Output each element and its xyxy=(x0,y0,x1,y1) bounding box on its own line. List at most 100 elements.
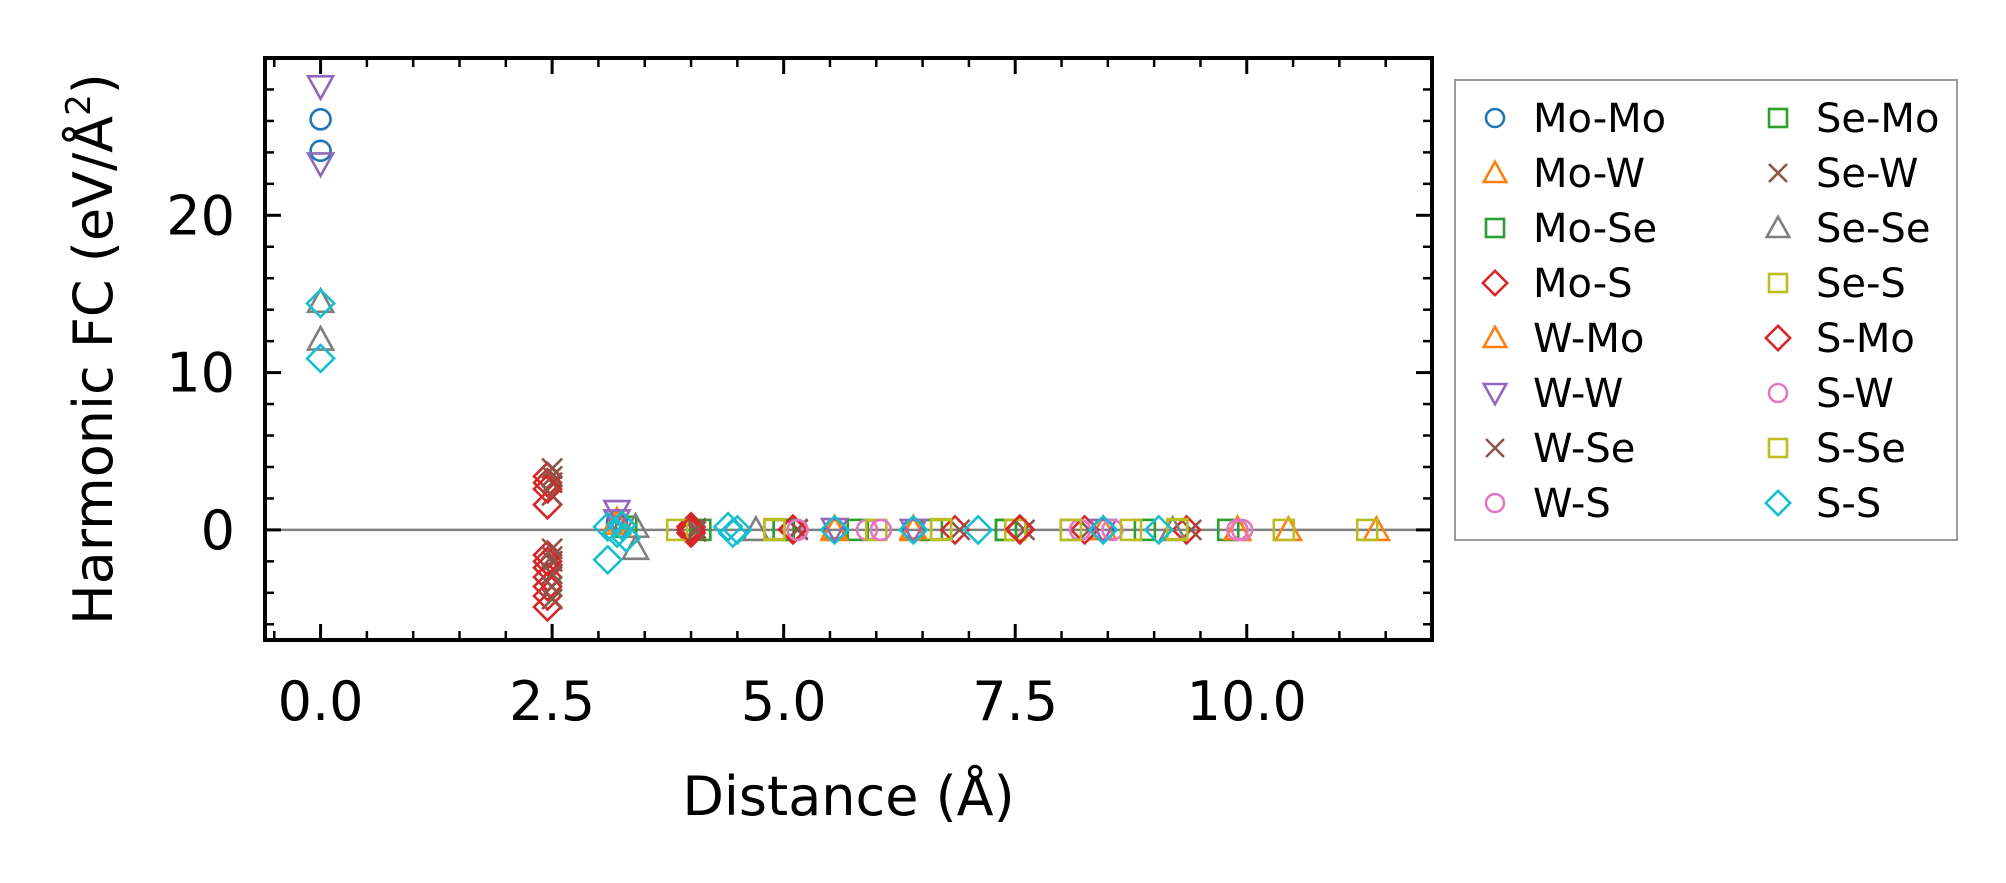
legend: Mo-Mo Mo-W Mo-Se Mo-S W-Mo W-W W-Se W-S Se-Mo Se-… xyxy=(1454,79,1958,541)
data-point xyxy=(610,522,642,554)
x-tick-label: 2.5 xyxy=(509,670,595,733)
legend-entry: W-Se xyxy=(1485,426,1635,472)
series-mo-se xyxy=(614,515,1240,542)
legend-marker xyxy=(1767,107,1789,129)
data-point xyxy=(684,520,707,543)
legend-label: Mo-S xyxy=(1533,261,1633,307)
legend-marker xyxy=(1764,214,1792,239)
legend-marker xyxy=(1481,382,1509,407)
data-point xyxy=(532,473,563,505)
legend-entry: Mo-S xyxy=(1481,261,1633,307)
legend-entry: Se-S xyxy=(1767,261,1906,307)
legend-marker xyxy=(1484,107,1506,129)
x-axis-label: Distance (Å) xyxy=(682,764,1014,828)
data-point xyxy=(592,511,624,543)
legend-marker xyxy=(1485,438,1505,458)
data-point xyxy=(1119,518,1143,542)
legend-label: Mo-W xyxy=(1533,151,1645,197)
data-point xyxy=(684,517,707,540)
data-point xyxy=(620,533,651,561)
data-point xyxy=(898,518,929,546)
legend-label: S-Mo xyxy=(1816,316,1915,362)
legend-label: Se-Se xyxy=(1816,206,1930,252)
data-point xyxy=(869,518,893,542)
legend-marker xyxy=(1481,159,1509,184)
legend-label: S-S xyxy=(1816,481,1881,527)
legend-label: Se-Mo xyxy=(1816,96,1939,142)
data-point xyxy=(786,518,809,542)
series-s-s xyxy=(305,288,1175,576)
y-tick-label: 0 xyxy=(201,499,235,562)
legend-entry: Se-Mo xyxy=(1767,96,1939,142)
data-point xyxy=(305,288,336,319)
x-tick-label: 0.0 xyxy=(278,670,364,733)
legend-marker xyxy=(1767,272,1789,294)
legend-entry: S-W xyxy=(1767,371,1894,417)
legend-label: S-W xyxy=(1816,371,1894,417)
legend-entry: S-Mo xyxy=(1764,316,1915,362)
data-point xyxy=(1133,518,1157,542)
data-point xyxy=(722,514,753,546)
series-se-se xyxy=(305,286,1188,561)
legend-entry: Se-Se xyxy=(1764,206,1930,252)
legend-label: S-Se xyxy=(1816,426,1906,472)
data-point xyxy=(305,286,336,314)
data-point xyxy=(1272,518,1296,542)
series-w-w xyxy=(305,75,1118,546)
legend-marker xyxy=(1764,324,1792,352)
series-s-se xyxy=(763,517,1189,541)
data-point xyxy=(541,465,564,488)
x-tick-label: 7.5 xyxy=(972,670,1058,733)
legend-entry: Mo-Se xyxy=(1484,206,1657,252)
data-point xyxy=(717,517,749,549)
data-point xyxy=(1059,518,1083,542)
legend-marker xyxy=(1484,492,1506,514)
legend-label: W-Se xyxy=(1533,426,1635,472)
y-axis-label-close: ) xyxy=(62,73,125,94)
legend-marker xyxy=(1768,163,1788,183)
data-point xyxy=(665,518,689,542)
data-point xyxy=(1143,514,1175,546)
data-point xyxy=(1165,517,1189,541)
legend-label: W-Mo xyxy=(1533,316,1644,362)
series-s-w xyxy=(786,518,1254,542)
data-point xyxy=(1004,513,1036,545)
data-point xyxy=(689,518,712,542)
legend-label: Mo-Se xyxy=(1533,206,1657,252)
data-point xyxy=(1355,518,1379,542)
legend-label: Se-S xyxy=(1816,261,1906,307)
legend-entry: Se-W xyxy=(1768,151,1918,197)
legend-entry: Mo-Mo xyxy=(1484,96,1666,142)
legend-marker xyxy=(1767,382,1789,404)
data-point xyxy=(606,509,637,541)
data-point xyxy=(962,514,994,546)
legend-entry: W-W xyxy=(1481,371,1623,417)
legend-marker xyxy=(1481,324,1509,349)
y-axis-label: Harmonic FC (eV/Å2) xyxy=(59,73,125,625)
legend-box xyxy=(1454,79,1958,541)
data-point xyxy=(309,108,332,131)
data-point xyxy=(948,518,971,541)
data-point xyxy=(541,588,564,611)
data-point xyxy=(305,324,336,351)
data-point xyxy=(305,152,336,179)
data-points xyxy=(305,75,1392,623)
legend-marker xyxy=(1481,269,1509,297)
data-point xyxy=(592,544,624,576)
legend-marker xyxy=(1767,437,1789,459)
data-point xyxy=(1230,518,1254,542)
data-point xyxy=(819,514,850,546)
axis-labels: Distance (Å) Harmonic FC (eV/Å2) xyxy=(59,73,1015,828)
data-point xyxy=(305,343,336,374)
data-point xyxy=(601,517,633,549)
data-point xyxy=(898,513,929,540)
data-point xyxy=(929,517,953,541)
plot-frame xyxy=(263,56,1434,642)
data-point xyxy=(309,139,332,163)
legend-label: W-S xyxy=(1533,481,1611,527)
series-mo-mo xyxy=(309,108,1115,542)
data-point xyxy=(305,75,336,102)
legend-label: Mo-Mo xyxy=(1533,96,1666,142)
legend-entry: W-Mo xyxy=(1481,316,1644,362)
data-point xyxy=(1101,518,1124,542)
